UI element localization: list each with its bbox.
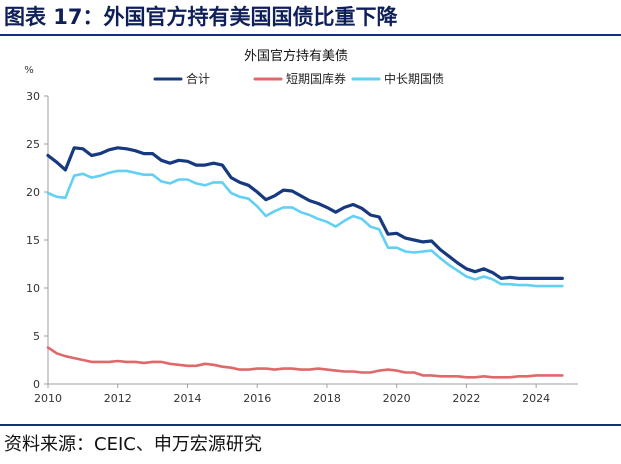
y-tick-label: 10 <box>26 282 40 295</box>
y-axis-unit-label: % <box>24 65 34 76</box>
x-axis: 2010 2012 2014 2016 2018 2020 2022 2024 <box>34 383 578 405</box>
y-tick-label: 0 <box>33 378 40 391</box>
y-tick-label: 5 <box>33 330 40 343</box>
legend-label: 短期国库券 <box>286 71 346 86</box>
x-tick-label: 2022 <box>452 392 480 405</box>
series-line-1 <box>46 346 564 379</box>
x-tick-label: 2018 <box>313 392 341 405</box>
y-tick-label: 25 <box>26 138 40 151</box>
chart-legend: 合计 短期国库券 中长期国债 <box>153 71 444 86</box>
legend-label: 合计 <box>186 71 210 86</box>
title-divider <box>0 34 621 36</box>
x-tick-label: 2016 <box>243 392 271 405</box>
series-line-2 <box>46 169 564 288</box>
footer-divider <box>0 424 621 426</box>
line-chart: 外国官方持有美债 % 合计 短期国库券 中长期国债 0 5 10 15 20 25 30 201… <box>24 48 578 405</box>
y-tick-label: 30 <box>26 90 40 103</box>
y-tick-label: 15 <box>26 234 40 247</box>
series-line-0 <box>46 146 564 280</box>
x-tick-label: 2012 <box>104 392 132 405</box>
x-tick-label: 2010 <box>34 392 62 405</box>
legend-label: 中长期国债 <box>384 71 444 86</box>
series-lines <box>46 146 564 379</box>
x-tick-label: 2024 <box>522 392 550 405</box>
x-tick-label: 2014 <box>173 392 201 405</box>
y-axis: 0 5 10 15 20 25 30 <box>26 90 49 391</box>
chart-title: 外国官方持有美债 <box>244 48 348 64</box>
figure-title: 图表 17：外国官方持有美国国债比重下降 <box>4 5 398 29</box>
x-tick-label: 2020 <box>383 392 411 405</box>
y-tick-label: 20 <box>26 186 40 199</box>
source-note: 资料来源：CEIC、申万宏源研究 <box>4 434 262 455</box>
